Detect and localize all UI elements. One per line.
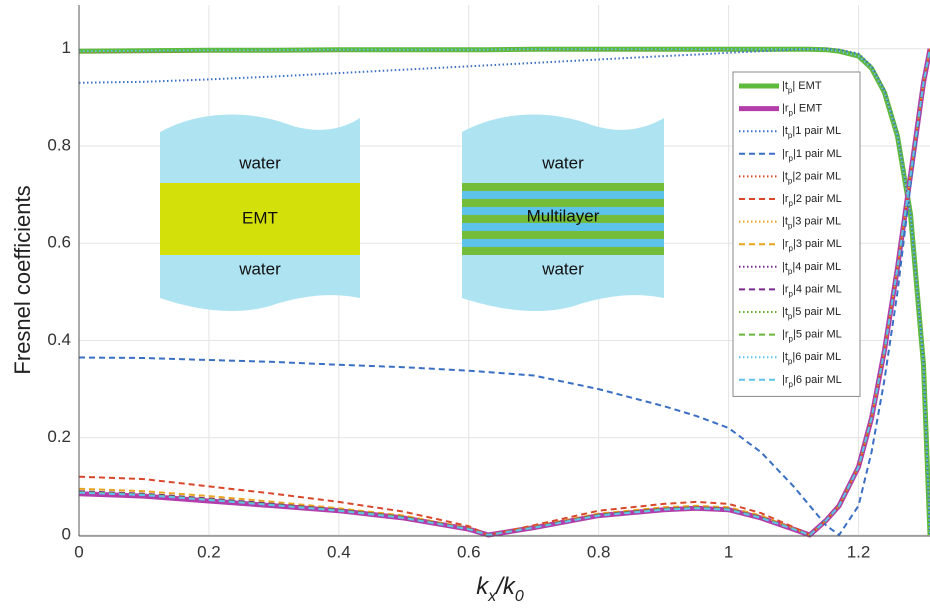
x-tick-label: 0.4 <box>327 542 351 561</box>
legend-label: |rp|3 pair ML <box>782 238 842 253</box>
inset-emt: water EMT water <box>160 114 360 312</box>
x-tick-label: 0 <box>74 542 83 561</box>
legend-label: |tp|3 pair ML <box>782 216 841 231</box>
legend-label: |tp| EMT <box>782 80 822 95</box>
y-tick-label: 0.8 <box>47 135 71 154</box>
legend-box <box>732 71 861 397</box>
x-tick-label: 0.8 <box>587 542 611 561</box>
x-tick-label: 0.6 <box>457 542 481 561</box>
legend: |tp| EMT |rp| EMT |tp|1 pair ML |rp|1 pair … <box>732 71 861 397</box>
y-tick-label: 0 <box>62 524 71 543</box>
lines <box>78 46 930 538</box>
legend-label: |rp|5 pair ML <box>782 329 842 344</box>
stripe <box>462 247 664 255</box>
x-tick-label: 1 <box>724 542 733 561</box>
y-tick-label: 1 <box>62 38 71 57</box>
stripe <box>462 191 664 199</box>
series-line <box>78 48 930 536</box>
stripe <box>462 199 664 207</box>
legend-label: |rp|2 pair ML <box>782 193 842 208</box>
series-line <box>78 48 930 536</box>
legend-label: |tp|5 pair ML <box>782 306 841 321</box>
x-tick-label: 0.2 <box>197 542 221 561</box>
legend-label: |tp|4 pair ML <box>782 261 841 276</box>
y-tick-label: 0.6 <box>47 233 71 252</box>
water-layer <box>462 255 664 312</box>
stripe <box>462 231 664 239</box>
series-line <box>78 47 930 536</box>
inset-label: water <box>541 259 584 278</box>
emt-layer <box>160 183 360 255</box>
water-layer <box>160 114 360 183</box>
inset-label: EMT <box>242 208 278 227</box>
inset-multilayer: water Multilayer water <box>462 114 664 312</box>
y-tick-label: 0.2 <box>47 427 71 446</box>
x-axis-title: kx/k0 <box>476 573 524 604</box>
legend-label: |rp|4 pair ML <box>782 283 842 298</box>
water-layer <box>462 114 664 183</box>
stripe <box>462 215 664 223</box>
y-tick-label: 0.4 <box>47 330 71 349</box>
legend-label: |rp|6 pair ML <box>782 374 842 389</box>
stripe <box>462 239 664 247</box>
stripe <box>462 223 664 231</box>
legend-label: |tp|6 pair ML <box>782 351 841 366</box>
stripe <box>462 207 664 215</box>
y-axis-title: Fresnel coefficients <box>10 185 35 374</box>
legend-label: |rp| EMT <box>782 103 822 118</box>
inset-label: Multilayer <box>527 206 600 225</box>
inset-label: water <box>238 153 281 172</box>
legend-label: |tp|1 pair ML <box>782 125 841 140</box>
x-tick-label: 1.2 <box>847 542 871 561</box>
stripe <box>462 183 664 191</box>
legend-label: |rp|1 pair ML <box>782 148 842 163</box>
legend-label: |tp|2 pair ML <box>782 170 841 185</box>
inset-label: water <box>541 153 584 172</box>
multilayer-stripes <box>462 183 664 255</box>
water-layer <box>160 255 360 312</box>
inset-label: water <box>238 259 281 278</box>
